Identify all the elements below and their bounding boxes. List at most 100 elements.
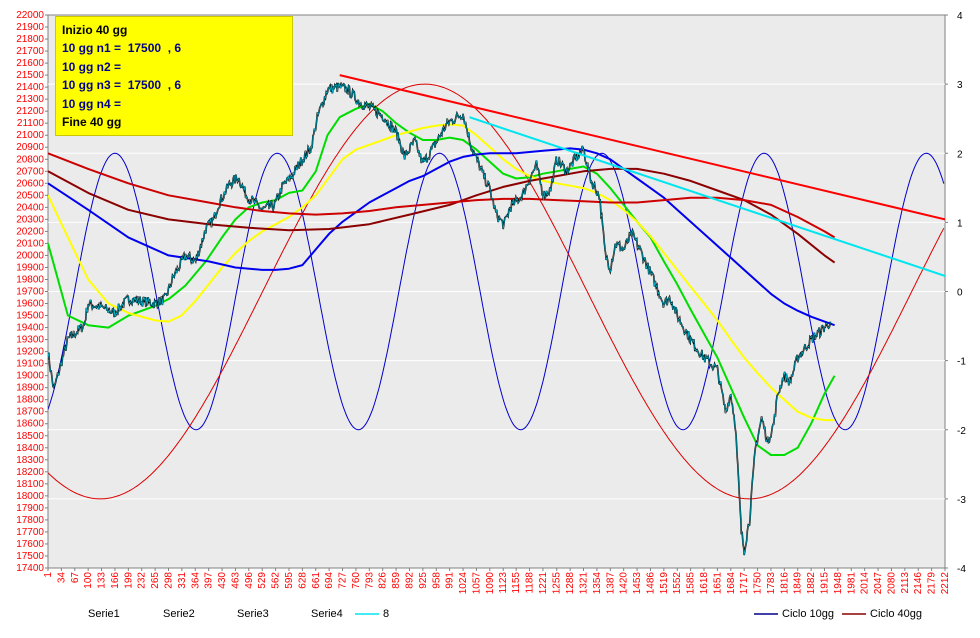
x-tick-label: 1123	[498, 572, 509, 594]
info-line-n4: 10 gg n4 =	[62, 96, 122, 111]
left-tick-label: 21500	[16, 70, 44, 81]
x-tick-label: 1585	[686, 572, 697, 595]
x-tick-label: 529	[257, 572, 268, 589]
x-tick-label: 1618	[699, 572, 710, 595]
x-tick-label: 2113	[900, 572, 911, 594]
x-tick-label: 661	[311, 572, 322, 589]
right-axis-ticks: -4 -3 -2 -1 0 1 2 3 4	[945, 11, 966, 575]
x-tick-label: 1288	[565, 572, 576, 595]
x-tick-label: 1354	[592, 572, 603, 595]
indicator-line	[48, 123, 835, 422]
x-tick-label: 1057	[471, 572, 482, 595]
x-tick-label: 1783	[766, 572, 777, 595]
left-tick-label: 18700	[16, 407, 44, 418]
indicator-line	[48, 152, 836, 239]
x-tick-label: 1849	[793, 572, 804, 595]
x-tick-label: 463	[230, 572, 241, 589]
x-tick-label: 1717	[739, 572, 750, 595]
x-tick-label: 2179	[927, 572, 938, 595]
right-tick-label: 2	[957, 149, 963, 160]
legend-label: Ciclo 40gg	[870, 608, 922, 620]
x-tick-label: 496	[244, 572, 255, 589]
legend-label: Serie1	[88, 608, 120, 620]
left-tick-label: 19300	[16, 335, 44, 346]
trend-line	[469, 116, 945, 277]
left-tick-label: 18000	[16, 491, 44, 502]
x-tick-label: 1816	[779, 572, 790, 595]
left-tick-label: 20300	[16, 214, 44, 225]
legend-label: Serie3	[237, 608, 269, 620]
x-tick-label: 1651	[712, 572, 723, 595]
x-tick-label: 1882	[806, 572, 817, 595]
x-axis-ticks: 1 34 67 100 133 166 199 232 265 298 331 364 397 430 46…	[43, 568, 951, 594]
left-tick-label: 19900	[16, 262, 44, 273]
price-overlay-line	[48, 82, 831, 556]
x-tick-label: 1090	[485, 572, 496, 595]
right-tick-label: -1	[957, 357, 966, 368]
left-tick-label: 20900	[16, 142, 44, 153]
right-tick-label: 3	[957, 80, 963, 91]
x-tick-label: 2146	[913, 572, 924, 595]
x-tick-label: 1453	[632, 572, 643, 595]
left-tick-label: 19600	[16, 299, 44, 310]
x-tick-label: 1552	[672, 572, 683, 595]
right-tick-label: -4	[957, 564, 966, 575]
left-tick-label: 18200	[16, 467, 44, 478]
x-tick-label: 1221	[538, 572, 549, 595]
x-tick-label: 430	[217, 572, 228, 589]
info-line-n1: 10 gg n1 = 17500 , 6	[62, 41, 182, 56]
left-tick-label: 21700	[16, 46, 44, 57]
left-tick-label: 19700	[16, 287, 44, 298]
x-tick-label: 595	[284, 572, 295, 589]
x-tick-label: 364	[190, 572, 201, 589]
x-tick-label: 199	[123, 572, 134, 589]
left-tick-label: 18500	[16, 431, 44, 442]
indicator-line	[48, 167, 836, 264]
cycle-wave	[48, 152, 945, 431]
cycle-wave	[48, 83, 945, 500]
left-tick-label: 17500	[16, 551, 44, 562]
x-tick-label: 1750	[753, 572, 764, 595]
left-tick-label: 20800	[16, 154, 44, 165]
x-tick-label: 1948	[833, 572, 844, 595]
x-tick-label: 166	[110, 572, 121, 589]
x-tick-label: 760	[351, 572, 362, 589]
x-tick-label: 2047	[873, 572, 884, 595]
x-tick-label: 1519	[659, 572, 670, 595]
legend-label: Serie2	[163, 608, 195, 620]
x-tick-label: 826	[378, 572, 389, 589]
x-tick-label: 1684	[726, 572, 737, 595]
x-tick-label: 331	[177, 572, 188, 589]
x-tick-label: 1	[43, 572, 54, 578]
x-tick-label: 958	[431, 572, 442, 589]
left-tick-label: 18100	[16, 479, 44, 490]
left-axis-ticks: 1740017500176001770017800179001800018100…	[16, 10, 48, 574]
x-tick-label: 265	[150, 572, 161, 589]
info-box: Inizio 40 gg 10 gg n1 = 17500 , 6 10 gg …	[55, 16, 293, 136]
legend-label: Serie4	[311, 608, 343, 620]
left-tick-label: 19500	[16, 311, 44, 322]
left-tick-label: 18600	[16, 419, 44, 430]
left-tick-label: 17800	[16, 515, 44, 526]
legend: Serie1 Serie2 Serie3 Serie4 8 Ciclo 10gg Ciclo…	[88, 608, 922, 620]
indicator-line	[48, 147, 835, 327]
left-tick-label: 20700	[16, 166, 44, 177]
x-tick-label: 1155	[511, 572, 522, 594]
x-tick-label: 991	[445, 572, 456, 589]
right-tick-label: 0	[957, 288, 963, 299]
x-tick-label: 1024	[458, 572, 469, 595]
x-tick-label: 2080	[886, 572, 897, 595]
left-tick-label: 20000	[16, 250, 44, 261]
right-tick-label: 1	[957, 218, 963, 229]
left-tick-label: 21900	[16, 22, 44, 33]
info-line-start: Inizio 40 gg	[62, 23, 128, 37]
left-tick-label: 19000	[16, 371, 44, 382]
left-tick-label: 18300	[16, 455, 44, 466]
info-line-n2: 10 gg n2 =	[62, 59, 122, 74]
x-tick-label: 892	[404, 572, 415, 589]
plot-series	[48, 74, 945, 556]
left-tick-label: 17400	[16, 563, 44, 574]
left-tick-label: 20200	[16, 226, 44, 237]
left-tick-label: 21400	[16, 82, 44, 93]
x-tick-label: 1387	[605, 572, 616, 595]
